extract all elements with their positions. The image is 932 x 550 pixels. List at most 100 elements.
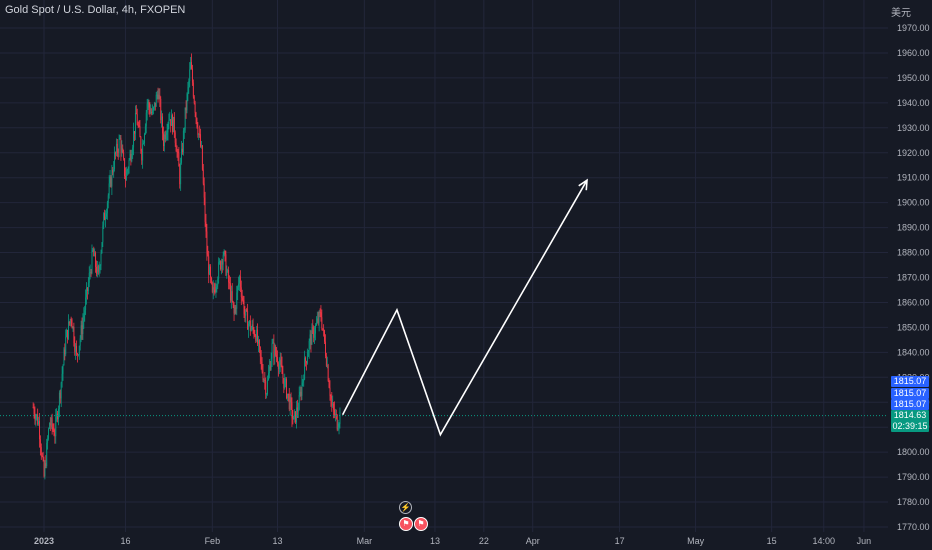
x-tick-label: 16 [120,536,130,546]
time-axis[interactable]: 2023 16 Feb 13 Mar 13 22 Apr 17 May 15 14:00 Jun [34,536,871,546]
candle-body [82,321,84,335]
candle-body [264,379,266,382]
candle-body [254,335,256,337]
arrow-head[interactable] [578,178,588,191]
candle-body [153,102,155,108]
candle-body [144,134,145,144]
candle-body [196,118,198,128]
candle-body [251,324,253,329]
candle-body [305,357,306,362]
candle-body [296,407,298,412]
candle-body [284,379,286,389]
candle-body [172,117,174,133]
candle-body [269,366,271,370]
candle-body [312,327,314,329]
x-tick-label: Jun [857,536,872,546]
candle-body [190,62,192,70]
candle-body [207,254,209,257]
candle-body [234,307,236,314]
candle-body [32,407,34,409]
candle-body [316,318,318,323]
y-tick-label: 1880.00 [897,248,930,258]
candle-body [157,94,159,99]
lightning-icon[interactable]: ⚡ [399,501,412,514]
candle-body [194,103,196,113]
y-tick-label: 1940.00 [897,98,930,108]
candle-body [246,309,248,311]
candle-body [187,86,189,95]
candle-body [286,379,287,399]
candle-body [103,213,105,226]
candle-body [160,98,162,121]
candle-body [113,169,115,173]
x-tick-label: 22 [479,536,489,546]
candle-body [325,355,327,366]
candle-body [165,134,167,140]
candle-body [308,340,310,352]
candle-body [107,195,109,203]
candle-body [182,148,183,153]
last-price-tag: 1814.63 02:39:15 [891,410,929,432]
candle-body [181,148,183,163]
candle-body [302,379,304,383]
candle-body [250,328,252,332]
candle-body [121,148,123,153]
candle-body [40,447,42,456]
candle-body [43,459,45,477]
candle-body [306,356,308,364]
candle-body [337,427,339,430]
candle-body [52,427,54,430]
candle-body [245,309,247,316]
candle-body [227,270,229,272]
candle-body [108,183,110,196]
candle-body [115,143,117,154]
candle-body [50,417,52,426]
candle-body [101,242,103,254]
candle-body [150,111,152,114]
candle-body [47,438,49,443]
price-axis[interactable]: 1770.001780.001790.001800.001810.001820.… [897,23,930,532]
candle-body [299,391,301,395]
candle-body [219,261,221,263]
candle-body [198,133,200,135]
arrow-path[interactable] [341,179,588,437]
candle-body [173,117,175,133]
candle-body [71,319,73,329]
x-tick-label: Apr [526,536,540,546]
candle-body [204,197,206,222]
symbol-title[interactable]: Gold Spot / U.S. Dollar, 4h, FXOPEN [5,4,186,16]
candle-body [339,411,341,425]
candle-body [182,130,184,153]
candle-body [34,414,36,420]
candle-body [75,346,77,352]
candle-body [86,287,88,292]
us-flag-icon[interactable]: ⚑ [399,517,413,531]
us-flag-icon[interactable]: ⚑ [414,517,428,531]
candle-body [58,392,60,409]
candle-body [69,319,71,324]
candle-body [152,110,154,114]
candle-body [184,107,186,131]
candle-body [102,225,104,243]
candle-body [61,373,63,383]
candle-body [224,251,226,255]
candle-body [327,365,329,381]
candle-body [271,343,273,359]
candle-body [236,292,238,309]
candle-body [258,340,259,344]
candle-body [300,391,302,396]
candle-body [233,305,235,314]
candle-body [230,291,232,301]
candle-body [237,286,239,293]
candle-body [206,231,208,255]
candle-body [257,329,259,344]
candle-body [134,112,136,134]
candle-body [111,170,113,187]
candle-body [275,346,277,355]
arrow-drawing[interactable] [341,178,588,437]
candle-body [287,393,289,395]
candle-body [331,398,333,406]
candle-body [53,429,55,436]
candle-body [99,265,101,270]
